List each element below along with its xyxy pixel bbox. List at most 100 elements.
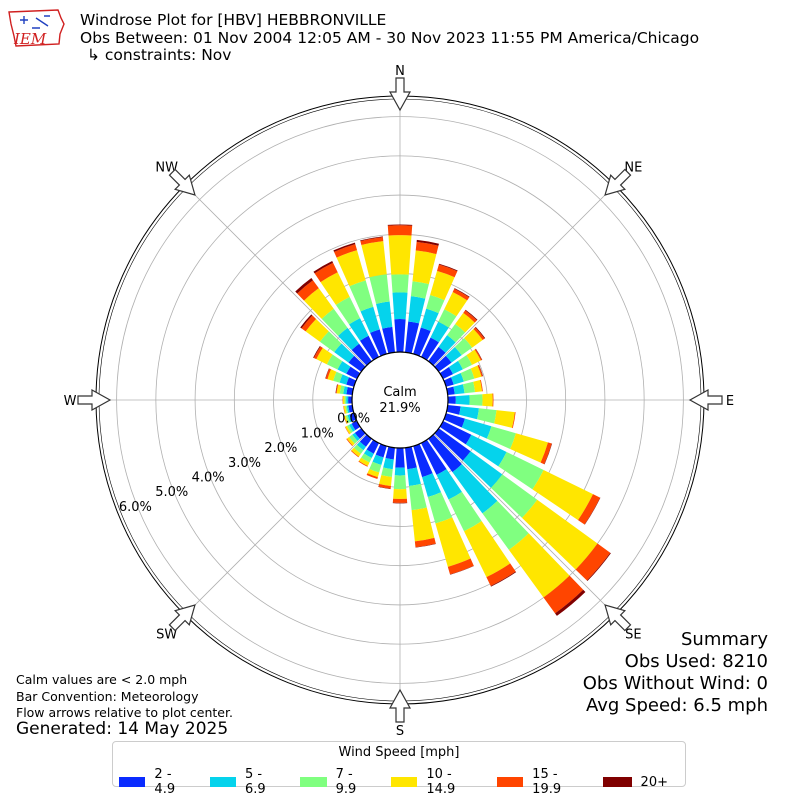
wind-bar-segment (414, 537, 436, 548)
wind-bar-segment (439, 421, 472, 445)
radial-tick-label: 0.0% (337, 412, 370, 427)
wind-bar-segment (480, 379, 483, 392)
legend: Wind Speed [mph] 2 - 4.9 5 - 6.9 7 - 9.9 10… (112, 741, 686, 797)
wind-bar-segment (366, 473, 378, 479)
wind-bar-segment (346, 377, 357, 387)
flow-arrow-icon (604, 168, 632, 196)
wind-bar-segment (353, 444, 364, 454)
wind-bar-segment (313, 260, 334, 274)
wind-bar-segment (508, 533, 570, 598)
wind-bar-segment (301, 315, 317, 332)
wind-bar-segment (344, 415, 349, 424)
wind-bar-segment (438, 309, 457, 328)
wind-bar-segment (321, 308, 348, 336)
wind-bar-segment (454, 338, 473, 356)
wind-bar-segment (421, 439, 447, 475)
wind-bar-segment (447, 558, 474, 575)
wind-bar-segment (335, 296, 361, 325)
wind-bar-segment (393, 488, 407, 500)
wind-bar-segment (410, 281, 429, 299)
wind-bar-segment (319, 331, 342, 353)
wind-bar-segment (325, 368, 332, 380)
direction-label: NE (624, 161, 642, 176)
wind-bar-segment (555, 589, 586, 616)
wind-bar-segment (333, 371, 343, 383)
wind-bar-segment (452, 464, 498, 514)
wind-bar-segment (381, 467, 393, 477)
wind-bar-segment (392, 292, 408, 320)
wind-bar-segment (335, 384, 339, 394)
direction-label: W (64, 394, 77, 409)
legend-swatch (119, 777, 146, 787)
grid-spoke (433, 184, 616, 367)
wind-bar-segment (466, 349, 481, 365)
wind-bar-segment (342, 396, 345, 404)
calm-circle (351, 351, 449, 449)
flow-arrow-shape (604, 168, 632, 196)
legend-item: 20+ (602, 767, 668, 797)
wind-bar-segment (426, 295, 445, 314)
wind-bar-segment (349, 318, 369, 341)
wind-bar-segment (336, 384, 342, 394)
wind-bar-segment (482, 500, 529, 550)
calm-note: Calm values are < 2.0 mph (16, 672, 188, 687)
wind-bar-segment (327, 369, 337, 381)
flow-note: Flow arrows relative to plot center. (16, 705, 233, 720)
wind-bar-segment (360, 237, 384, 245)
wind-bar-segment (343, 416, 347, 424)
wind-bar-segment (359, 335, 379, 361)
flow-arrow-icon (388, 77, 412, 112)
wind-bar-segment (346, 405, 350, 413)
wind-bar-segment (453, 384, 465, 395)
wind-bar-segment (295, 278, 313, 294)
wind-bar-segment (349, 434, 358, 444)
radial-tick-label: 5.0% (155, 485, 188, 500)
flow-arrow-shape (168, 168, 196, 196)
flow-arrow-shape (77, 388, 112, 412)
wind-bar-segment (358, 460, 368, 467)
wind-bar-segment (470, 365, 482, 379)
wind-bar-segment (348, 355, 366, 372)
flow-arrow-shape (388, 77, 412, 112)
wind-bar-segment (464, 521, 511, 578)
wind-bar-segment (369, 274, 390, 304)
summary-obs-used: Obs Used: 8210 (624, 651, 768, 672)
calm-label: Calm (383, 385, 416, 400)
wind-bar-segment (486, 563, 516, 586)
wind-bar-segment (303, 288, 334, 319)
wind-bar-segment (461, 418, 492, 439)
wind-bar-segment (438, 263, 458, 272)
legend-label: 15 - 19.9 (532, 767, 562, 797)
flow-arrow-shape (168, 604, 196, 632)
wind-bar-segment (436, 469, 462, 500)
wind-bar-segment (435, 517, 471, 567)
direction-label: SW (156, 627, 177, 642)
wind-bar-segment (334, 244, 358, 258)
wind-bar-segment (333, 242, 356, 252)
legend-swatch (496, 777, 524, 787)
wind-bar-segment (351, 447, 361, 457)
wind-bar-segment (344, 396, 347, 404)
wind-bar-segment (490, 571, 517, 587)
wind-bar-segment (388, 235, 412, 275)
flow-arrow-icon (168, 168, 196, 196)
radial-tick-label: 3.0% (228, 456, 261, 471)
flow-arrow-icon (604, 604, 632, 632)
wind-bar-segment (343, 405, 346, 414)
flow-arrow-shape (604, 604, 632, 632)
weather-symbol-icon (20, 15, 50, 29)
wind-bar-segment (444, 291, 468, 317)
legend-item: 5 - 6.9 (209, 767, 284, 797)
wind-bar-segment (359, 434, 372, 447)
wind-bar-segment (522, 499, 598, 570)
wind-bar-segment (346, 366, 361, 379)
wind-bar-segment (464, 329, 483, 348)
generated-date: Generated: 14 May 2025 (16, 719, 229, 739)
wind-bar-segment (345, 425, 352, 435)
wind-bar-segment (349, 423, 356, 432)
wind-bar-segment (475, 326, 486, 339)
summary-title: Summary (681, 629, 768, 650)
wind-bar-segment (360, 306, 380, 333)
grid-spoke (433, 433, 616, 616)
wind-bar-segment (326, 354, 343, 370)
